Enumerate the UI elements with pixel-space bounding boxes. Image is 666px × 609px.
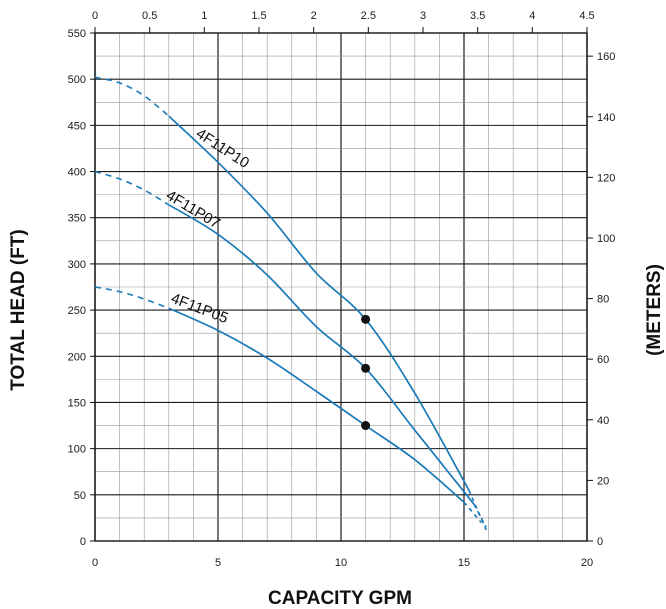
y-tick-label: 500	[68, 74, 86, 86]
y-tick-label: 350	[68, 213, 86, 225]
series-4f11p10: 4F11P10	[94, 76, 487, 531]
series-dashed-start	[94, 286, 170, 309]
y-tick-label: 300	[68, 259, 86, 271]
series-label: 4F11P07	[163, 187, 223, 232]
series-dashed-start	[94, 170, 170, 206]
best-efficiency-point	[361, 314, 371, 324]
y-tick-label: 200	[68, 351, 86, 363]
right-tick-label: 140	[597, 112, 615, 124]
top-tick-label: 4	[529, 10, 535, 22]
y-tick-label: 550	[68, 28, 86, 40]
y-tick-label: 400	[68, 167, 86, 179]
y-tick-label: 450	[68, 120, 86, 132]
top-tick-label: 2	[311, 10, 317, 22]
top-tick-label: 1	[201, 10, 207, 22]
y-tick-label: 150	[68, 397, 86, 409]
y-axis-title: TOTAL HEAD (FT)	[8, 229, 29, 390]
top-tick-label: 2.5	[361, 10, 376, 22]
series-line	[168, 115, 470, 491]
x-axis-title: CAPACITY GPM	[268, 588, 412, 609]
right-tick-label: 160	[597, 51, 615, 63]
top-tick-label: 3.5	[470, 10, 485, 22]
series-line	[168, 307, 465, 503]
y-tick-label: 250	[68, 305, 86, 317]
x-tick-label: 20	[581, 557, 593, 569]
right-tick-label: 120	[597, 172, 615, 184]
series-line	[168, 204, 475, 505]
y-tick-label: 50	[74, 490, 86, 502]
top-tick-label: 1.5	[251, 10, 266, 22]
tick-labels: 0 5 10 15 2005010015020025030035040045050055…	[68, 10, 616, 569]
top-tick-label: 0.5	[142, 10, 157, 22]
x-tick-label: 0	[92, 557, 98, 569]
best-efficiency-point	[361, 421, 371, 431]
top-tick-label: 4.5	[579, 10, 594, 22]
series-4f11p05: 4F11P05	[94, 286, 482, 524]
grid	[94, 32, 588, 542]
right-tick-label: 100	[597, 233, 615, 245]
right-tick-label: 0	[597, 536, 603, 548]
best-efficiency-point	[361, 363, 371, 373]
right-tick-label: 40	[597, 415, 609, 427]
right-tick-label: 80	[597, 294, 609, 306]
series-4f11p07: 4F11P07	[94, 170, 487, 528]
x-tick-label: 15	[458, 557, 470, 569]
top-tick-label: 3	[420, 10, 426, 22]
x-tick-label: 10	[335, 557, 347, 569]
y-tick-label: 0	[80, 536, 86, 548]
right-tick-label: 60	[597, 354, 609, 366]
top-tick-label: 0	[92, 10, 98, 22]
series-dashed-start	[94, 76, 170, 117]
right-tick-label: 20	[597, 475, 609, 487]
x-tick-label: 5	[215, 557, 221, 569]
right-axis-title: (METERS)	[644, 264, 665, 356]
y-tick-label: 100	[68, 444, 86, 456]
